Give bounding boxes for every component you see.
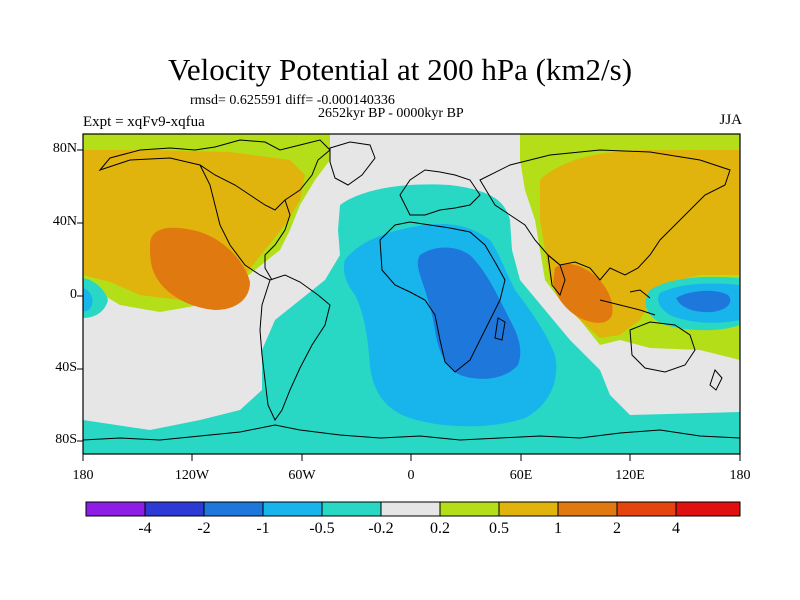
coast-new-zealand — [709, 369, 723, 391]
lon-label-180e: 180 — [729, 468, 751, 483]
lon-label-60e: 60E — [509, 468, 533, 483]
coast-india — [547, 253, 566, 297]
colorbar-label-2: 2 — [613, 520, 621, 537]
contour-field — [83, 134, 740, 454]
coast-madagascar — [494, 317, 506, 341]
colorbar-swatch-10 — [676, 502, 740, 516]
colorbar-frame — [85, 501, 741, 517]
colorbar-label-neg1: -1 — [256, 520, 270, 537]
positive-strong-west-pacific — [150, 227, 250, 310]
experiment-label: Expt = xqFv9-xqfua — [83, 114, 205, 130]
colorbar-swatch-1 — [145, 502, 204, 516]
colorbar-swatch-6 — [440, 502, 499, 516]
season-label: JJA — [719, 112, 742, 128]
colorbar-label-neg02: -0.2 — [368, 520, 394, 537]
colorbar-swatch-8 — [558, 502, 617, 516]
lat-label-80n: 80N — [52, 141, 77, 156]
lat-label-40n: 40N — [52, 214, 77, 229]
coast-north-america-west — [199, 164, 271, 281]
colorbar-swatch-9 — [617, 502, 676, 516]
lon-label-120w: 120W — [174, 468, 210, 483]
negative-strong-west-pacific — [676, 290, 731, 313]
period-label: 2652kyr BP - 0000kyr BP — [318, 106, 464, 121]
coast-antarctica — [83, 424, 740, 441]
colorbar-swatch-4 — [322, 502, 381, 516]
coast-africa — [379, 221, 506, 373]
lat-label-80s: 80S — [55, 432, 77, 447]
colorbar-swatch-5 — [381, 502, 440, 516]
coast-asia — [479, 149, 731, 281]
lon-label-180w: 180 — [72, 468, 94, 483]
stats-label: rmsd= 0.625591 diff= -0.000140336 — [190, 93, 395, 108]
lat-tick-marks — [77, 149, 83, 442]
colorbar-swatch-7 — [499, 502, 558, 516]
colorbar — [85, 501, 741, 517]
colorbar-label-4: 4 — [672, 520, 680, 537]
lon-label-0: 0 — [407, 468, 415, 483]
lon-tick-marks — [82, 454, 741, 461]
colorbar-swatch-0 — [86, 502, 145, 516]
lon-label-120e: 120E — [615, 468, 645, 483]
colorbar-label-1: 1 — [554, 520, 562, 537]
colorbar-swatch-3 — [263, 502, 322, 516]
lon-label-60w: 60W — [288, 468, 316, 483]
lat-label-0: 0 — [70, 287, 77, 302]
colorbar-label-05: 0.5 — [489, 520, 509, 537]
coastlines — [83, 139, 740, 441]
coast-south-america — [259, 274, 331, 421]
coast-north-america-east — [264, 199, 291, 281]
map-title: Velocity Potential at 200 hPa (km2/s) — [167, 52, 633, 87]
colorbar-label-02: 0.2 — [430, 520, 450, 537]
negative-mid-east-pacific — [83, 288, 93, 312]
positive-mid-west-pacific — [83, 150, 305, 300]
coast-north-america — [98, 139, 331, 211]
positive-strong-asia — [553, 263, 613, 323]
colorbar-swatch-2 — [204, 502, 263, 516]
colorbar-label-neg4: -4 — [138, 520, 152, 537]
coast-indonesia — [599, 289, 656, 316]
coast-europe — [399, 169, 481, 216]
colorbar-label-neg05: -0.5 — [309, 520, 335, 537]
coast-greenland — [329, 141, 376, 186]
lat-label-40s: 40S — [55, 360, 77, 375]
colorbar-label-neg2: -2 — [197, 520, 211, 537]
coast-australia — [629, 321, 696, 373]
negative-strong-africa — [417, 247, 521, 379]
